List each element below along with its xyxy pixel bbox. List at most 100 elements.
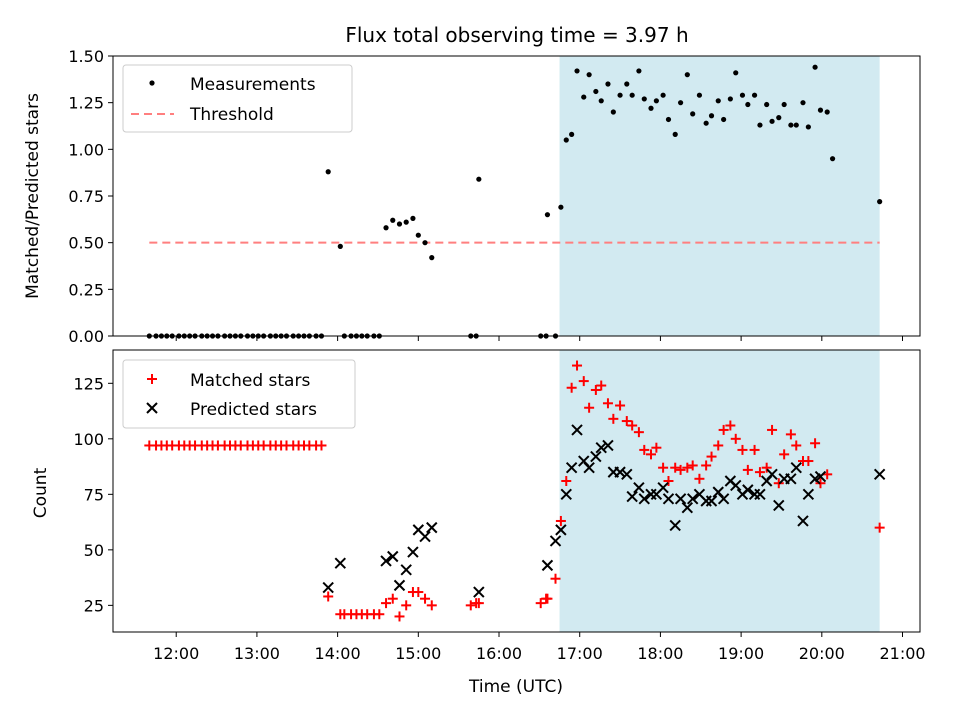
matched-star-point: [725, 420, 736, 431]
matched-star-point: [694, 473, 705, 484]
matched-star-point: [646, 449, 656, 460]
matched-star-point: [542, 593, 553, 604]
predicted-star-point: [626, 490, 638, 503]
matched-star-point: [803, 456, 814, 467]
x-tick-label: 18:00: [637, 644, 683, 663]
predicted-star-point: [555, 524, 567, 536]
predicted-star-point: [560, 488, 572, 501]
measurement-point: [812, 64, 818, 70]
predicted-star-point: [742, 484, 754, 496]
matched-star-point: [730, 433, 741, 444]
measurement-point: [733, 70, 739, 76]
measurement-point: [817, 107, 824, 113]
predicted-star-point: [705, 495, 718, 507]
measurement-point: [337, 243, 343, 249]
measurement-point: [751, 92, 758, 98]
matched-star-point: [535, 598, 546, 609]
predicted-star-point: [790, 461, 802, 474]
measurement-point: [581, 94, 587, 100]
measurement-point: [617, 92, 623, 98]
measurement-point: [672, 131, 678, 137]
x-tick-label: 21:00: [879, 644, 925, 663]
predicted-star-point: [669, 519, 681, 532]
measurement-point: [383, 225, 389, 231]
matched-star-point: [670, 462, 681, 473]
measurement-point: [605, 81, 611, 87]
predicted-star-point: [766, 468, 778, 481]
matched-star-point: [413, 587, 424, 598]
matched-star-point: [394, 611, 405, 622]
matched-star-point: [651, 442, 662, 453]
predicted-star-point: [662, 493, 675, 505]
predicted-star-point: [407, 546, 419, 558]
matched-star-point: [791, 440, 802, 451]
measurement-point: [415, 232, 421, 238]
matched-star-point: [767, 424, 778, 435]
bottom-axes-frame: [112, 349, 921, 633]
predicted-star-point: [674, 493, 687, 505]
measurement-point: [739, 92, 746, 98]
measurement-point: [422, 240, 428, 246]
measurement-point: [800, 100, 806, 106]
predicted-star-point: [614, 466, 626, 478]
legend-matched-marker: [147, 374, 157, 384]
bottom-y-tick-label: 25: [84, 596, 104, 615]
bottom-y-tick-label: 125: [73, 374, 104, 393]
matched-star-point: [874, 522, 885, 533]
top-y-axis-label: Matched/Predicted stars: [23, 93, 43, 299]
measurement-point: [703, 120, 709, 126]
matched-star-point: [682, 462, 693, 473]
predicted-star-point: [657, 481, 669, 494]
measurement-point: [569, 131, 575, 137]
x-tick-label: 15:00: [395, 644, 441, 663]
measurement-point: [586, 72, 592, 78]
top-y-tick-label: 0.00: [68, 327, 104, 346]
top-legend: Measurements Threshold: [122, 64, 353, 133]
matched-star-point: [639, 444, 650, 455]
x-axis-label: Time (UTC): [468, 677, 563, 697]
matched-star-point: [706, 451, 717, 462]
measurement-point: [653, 98, 659, 104]
bottom-legend-box: [122, 359, 356, 429]
matched-star-point: [658, 462, 669, 473]
matched-star-point: [590, 384, 601, 395]
top-y-tick-label: 1.50: [68, 47, 104, 66]
measurement-point: [684, 72, 690, 78]
predicted-star-point: [717, 493, 730, 505]
matched-star-point: [602, 398, 613, 409]
measurement-point: [727, 96, 733, 102]
top-y-tick-label: 1.25: [68, 94, 104, 113]
measurement-point: [648, 105, 654, 111]
legend-predicted-label: Predicted stars: [190, 400, 317, 420]
predicted-star-point: [873, 468, 886, 481]
measurement-point: [403, 219, 409, 225]
matched-star-point: [810, 438, 821, 449]
matched-star-point: [387, 593, 398, 604]
matched-star-point: [420, 593, 431, 604]
measurement-point: [877, 199, 883, 205]
x-tick-label: 14:00: [315, 644, 361, 663]
measurement-point: [476, 176, 482, 182]
top-legend-box: [122, 64, 353, 133]
measurement-point: [824, 109, 830, 115]
matched-star-point: [754, 467, 765, 478]
predicted-star-point: [393, 579, 406, 592]
matched-star-point: [633, 427, 644, 438]
matched-star-point: [381, 598, 392, 609]
predicted-star-point: [549, 535, 562, 547]
measurement-point: [764, 101, 770, 108]
matched-star-point: [316, 440, 327, 451]
predicted-star-point: [686, 493, 699, 505]
matched-star-point: [572, 360, 583, 371]
predicted-star-point: [730, 479, 742, 492]
bottom-y-tick-label: 75: [84, 485, 104, 504]
predicted-star-point: [785, 473, 797, 485]
measurement-point: [410, 215, 416, 221]
matched-star-point: [742, 464, 753, 475]
predicted-star-point: [400, 564, 412, 576]
top-y-tick-label: 0.50: [68, 234, 104, 253]
predicted-star-point: [426, 521, 438, 534]
bottom-panel: 25 50 75 100 125 12:00 13:00 14:00 15:00 16:00 17…: [31, 349, 926, 697]
predicted-star-point: [797, 515, 809, 527]
